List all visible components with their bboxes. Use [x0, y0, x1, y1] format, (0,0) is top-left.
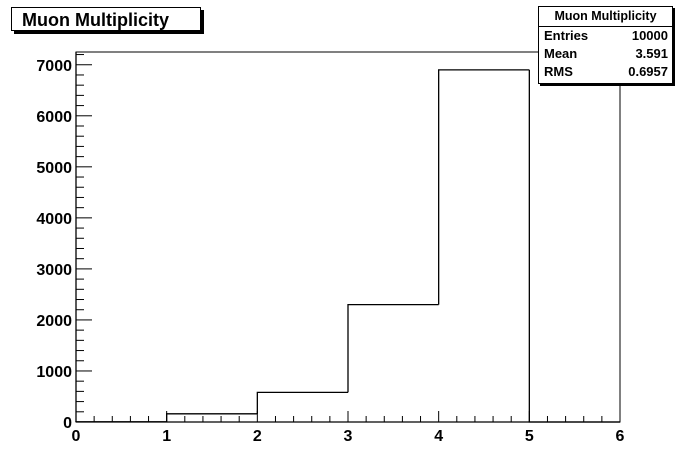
chart-title: Muon Multiplicity: [11, 7, 201, 31]
histogram-bin: [256, 391, 348, 414]
y-tick-label: 3000: [36, 262, 72, 279]
stats-row-rms: RMS 0.6957: [539, 63, 672, 81]
stats-value: 10000: [631, 28, 668, 43]
histogram-bin: [528, 69, 620, 423]
stats-label: Mean: [544, 46, 578, 61]
stats-row-mean: Mean 3.591: [539, 45, 672, 63]
y-tick-label: 6000: [36, 109, 72, 126]
stats-label: RMS: [544, 64, 573, 79]
y-tick-label: 0: [63, 415, 72, 432]
y-tick-label: 5000: [36, 160, 72, 177]
stats-box: Muon Multiplicity Entries 10000 Mean 3.5…: [538, 6, 673, 84]
y-tick-label: 4000: [36, 211, 72, 228]
y-tick-label: 7000: [36, 58, 72, 75]
stats-value: 3.591: [635, 46, 668, 61]
x-tick-label: 2: [253, 428, 262, 445]
x-tick-label: 3: [344, 428, 353, 445]
y-tick-label: 2000: [36, 313, 72, 330]
x-tick-label: 4: [434, 428, 443, 445]
y-tick-label: 1000: [36, 364, 72, 381]
stats-title: Muon Multiplicity: [539, 7, 672, 27]
histogram-bin: [438, 69, 530, 305]
stats-row-entries: Entries 10000: [539, 27, 672, 45]
x-tick-label: 6: [616, 428, 625, 445]
histogram-bin: [347, 303, 439, 393]
x-tick-label: 0: [72, 428, 81, 445]
stats-value: 0.6957: [628, 64, 668, 79]
x-tick-label: 5: [525, 428, 534, 445]
histogram-bin: [166, 413, 258, 422]
stats-label: Entries: [544, 28, 589, 43]
x-tick-label: 1: [162, 428, 171, 445]
